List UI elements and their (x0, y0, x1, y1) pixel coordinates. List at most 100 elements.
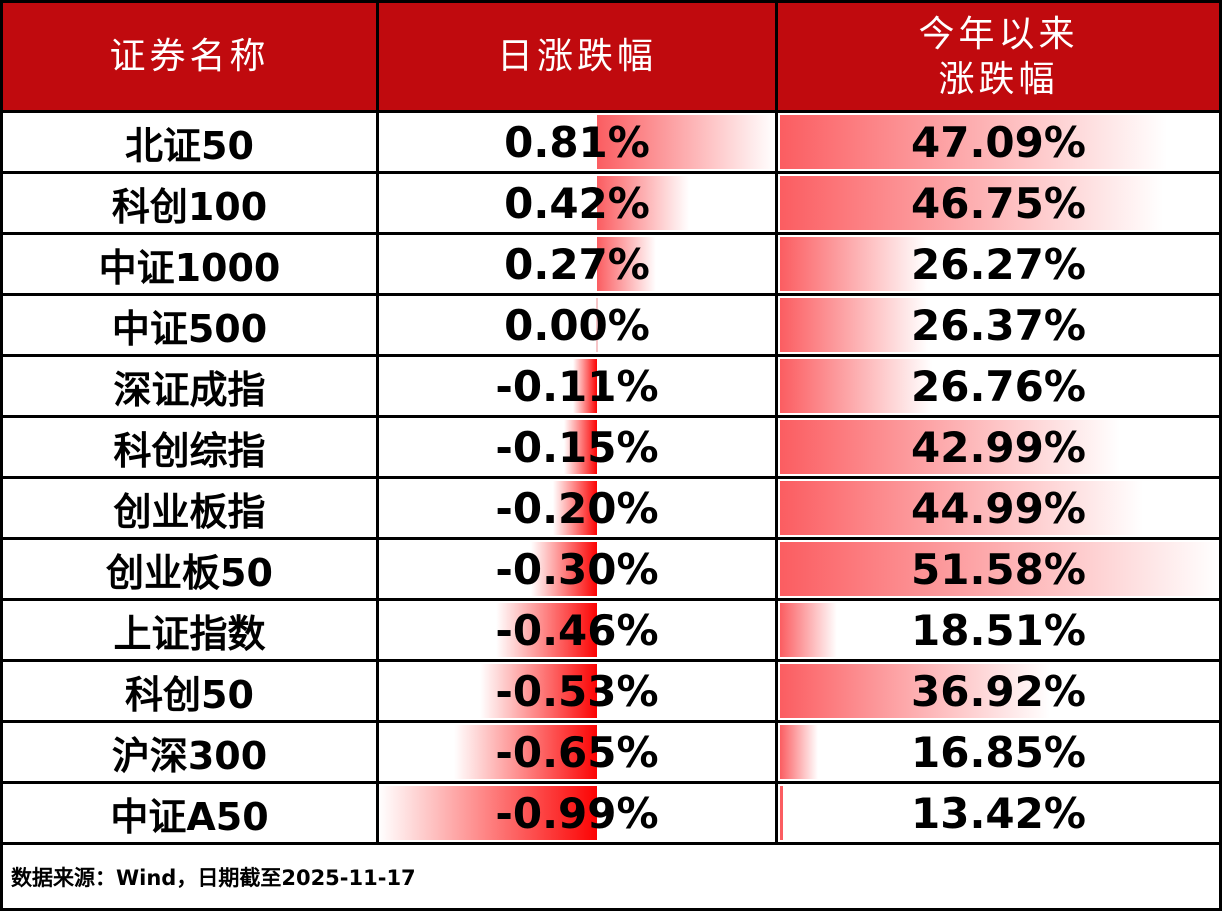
ytd-change-bar (780, 786, 783, 840)
daily-change-cell: -0.65% (379, 723, 778, 784)
index-name: 沪深300 (111, 733, 268, 778)
ytd-change-cell: 44.99% (778, 479, 1219, 540)
ytd-change-cell: 46.75% (778, 174, 1219, 235)
ytd-change-value: 16.85% (911, 727, 1086, 777)
ytd-change-cell: 47.09% (778, 113, 1219, 174)
daily-change-value: -0.46% (495, 605, 659, 655)
ytd-change-cell: 36.92% (778, 662, 1219, 723)
index-name: 中证1000 (98, 245, 281, 290)
index-name-cell: 科创100 (3, 174, 379, 235)
daily-change-value: -0.11% (495, 361, 659, 411)
header-daily-change: 日涨跌幅 (379, 3, 778, 113)
index-name-cell: 沪深300 (3, 723, 379, 784)
ytd-change-bar (780, 359, 933, 413)
index-name: 创业板指 (113, 489, 266, 534)
source-note: 数据来源：Wind，日期截至2025-11-17 (3, 845, 1219, 908)
ytd-change-cell: 42.99% (778, 418, 1219, 479)
ytd-change-value: 26.76% (911, 361, 1086, 411)
daily-change-cell: 0.81% (379, 113, 778, 174)
index-name-cell: 科创50 (3, 662, 379, 723)
daily-change-cell: 0.00% (379, 296, 778, 357)
source-note-text: 数据来源：Wind，日期截至2025-11-17 (11, 865, 416, 890)
ytd-change-cell: 26.37% (778, 296, 1219, 357)
ytd-change-value: 47.09% (911, 117, 1086, 167)
daily-change-bar (480, 664, 597, 718)
ytd-change-bar (780, 481, 1143, 535)
daily-change-bar (596, 237, 657, 291)
index-name-cell: 中证500 (3, 296, 379, 357)
ytd-change-value: 26.37% (911, 300, 1086, 350)
ytd-change-cell: 26.76% (778, 357, 1219, 418)
daily-change-cell: -0.46% (379, 601, 778, 662)
ytd-change-bar (780, 603, 837, 657)
daily-change-bar (595, 298, 598, 352)
daily-change-value: -0.65% (495, 727, 659, 777)
index-name: 北证50 (125, 123, 254, 168)
daily-change-bar (530, 542, 597, 596)
index-name-cell: 中证A50 (3, 784, 379, 845)
ytd-change-value: 13.42% (911, 788, 1086, 838)
ytd-change-bar (780, 115, 1168, 169)
daily-change-cell: -0.15% (379, 418, 778, 479)
daily-change-value: 0.00% (504, 300, 650, 350)
daily-change-value: 0.27% (504, 239, 650, 289)
header-ytd-change-line2: 涨跌幅 (938, 58, 1059, 100)
index-name-cell: 创业板50 (3, 540, 379, 601)
daily-change-cell: -0.30% (379, 540, 778, 601)
daily-change-bar (596, 115, 775, 169)
daily-change-bar (453, 725, 597, 779)
index-name: 科创综指 (113, 428, 266, 473)
ytd-change-value: 44.99% (911, 483, 1086, 533)
daily-change-bar (495, 603, 597, 657)
index-name-cell: 科创综指 (3, 418, 379, 479)
ytd-change-value: 51.58% (911, 544, 1086, 594)
ytd-change-bar (780, 237, 927, 291)
index-name-cell: 深证成指 (3, 357, 379, 418)
header-ytd-change: 今年以来 涨跌幅 (778, 3, 1219, 113)
index-name-cell: 中证1000 (3, 235, 379, 296)
daily-change-cell: 0.42% (379, 174, 778, 235)
ytd-change-bar (780, 420, 1120, 474)
index-name: 深证成指 (113, 367, 266, 412)
ytd-change-value: 18.51% (911, 605, 1086, 655)
ytd-change-bar (780, 725, 818, 779)
header-ytd-change-line1: 今年以来 (918, 13, 1079, 55)
daily-change-value: 0.42% (504, 178, 650, 228)
daily-change-value: -0.99% (495, 788, 659, 838)
daily-change-cell: -0.53% (379, 662, 778, 723)
index-name: 科创50 (125, 672, 254, 717)
ytd-change-cell: 51.58% (778, 540, 1219, 601)
header-daily-change-label: 日涨跌幅 (496, 36, 657, 77)
index-name: 中证A50 (110, 794, 269, 839)
ytd-change-cell: 13.42% (778, 784, 1219, 845)
daily-change-cell: -0.99% (379, 784, 778, 845)
daily-change-value: -0.30% (495, 544, 659, 594)
ytd-change-cell: 26.27% (778, 235, 1219, 296)
daily-change-cell: -0.20% (379, 479, 778, 540)
daily-change-cell: 0.27% (379, 235, 778, 296)
ytd-change-cell: 16.85% (778, 723, 1219, 784)
daily-change-bar (596, 176, 690, 230)
index-name: 上证指数 (113, 611, 266, 656)
daily-change-value: -0.53% (495, 666, 659, 716)
header-security-name-label: 证券名称 (109, 36, 270, 77)
index-name-cell: 上证指数 (3, 601, 379, 662)
daily-change-bar (552, 481, 597, 535)
index-name: 创业板50 (106, 550, 273, 595)
daily-change-bar (563, 420, 597, 474)
ytd-change-cell: 18.51% (778, 601, 1219, 662)
ytd-change-value: 42.99% (911, 422, 1086, 472)
ytd-change-value: 26.27% (911, 239, 1086, 289)
ytd-change-bar (780, 298, 928, 352)
ytd-change-value: 36.92% (911, 666, 1086, 716)
ytd-change-value: 46.75% (911, 178, 1086, 228)
ytd-change-bar (780, 176, 1164, 230)
daily-change-bar (572, 359, 597, 413)
daily-change-value: -0.20% (495, 483, 659, 533)
daily-change-cell: -0.11% (379, 357, 778, 418)
daily-change-value: 0.81% (504, 117, 650, 167)
index-name: 中证500 (111, 306, 268, 351)
ytd-change-bar (780, 542, 1219, 596)
ytd-change-bar (780, 664, 1050, 718)
index-name-cell: 北证50 (3, 113, 379, 174)
